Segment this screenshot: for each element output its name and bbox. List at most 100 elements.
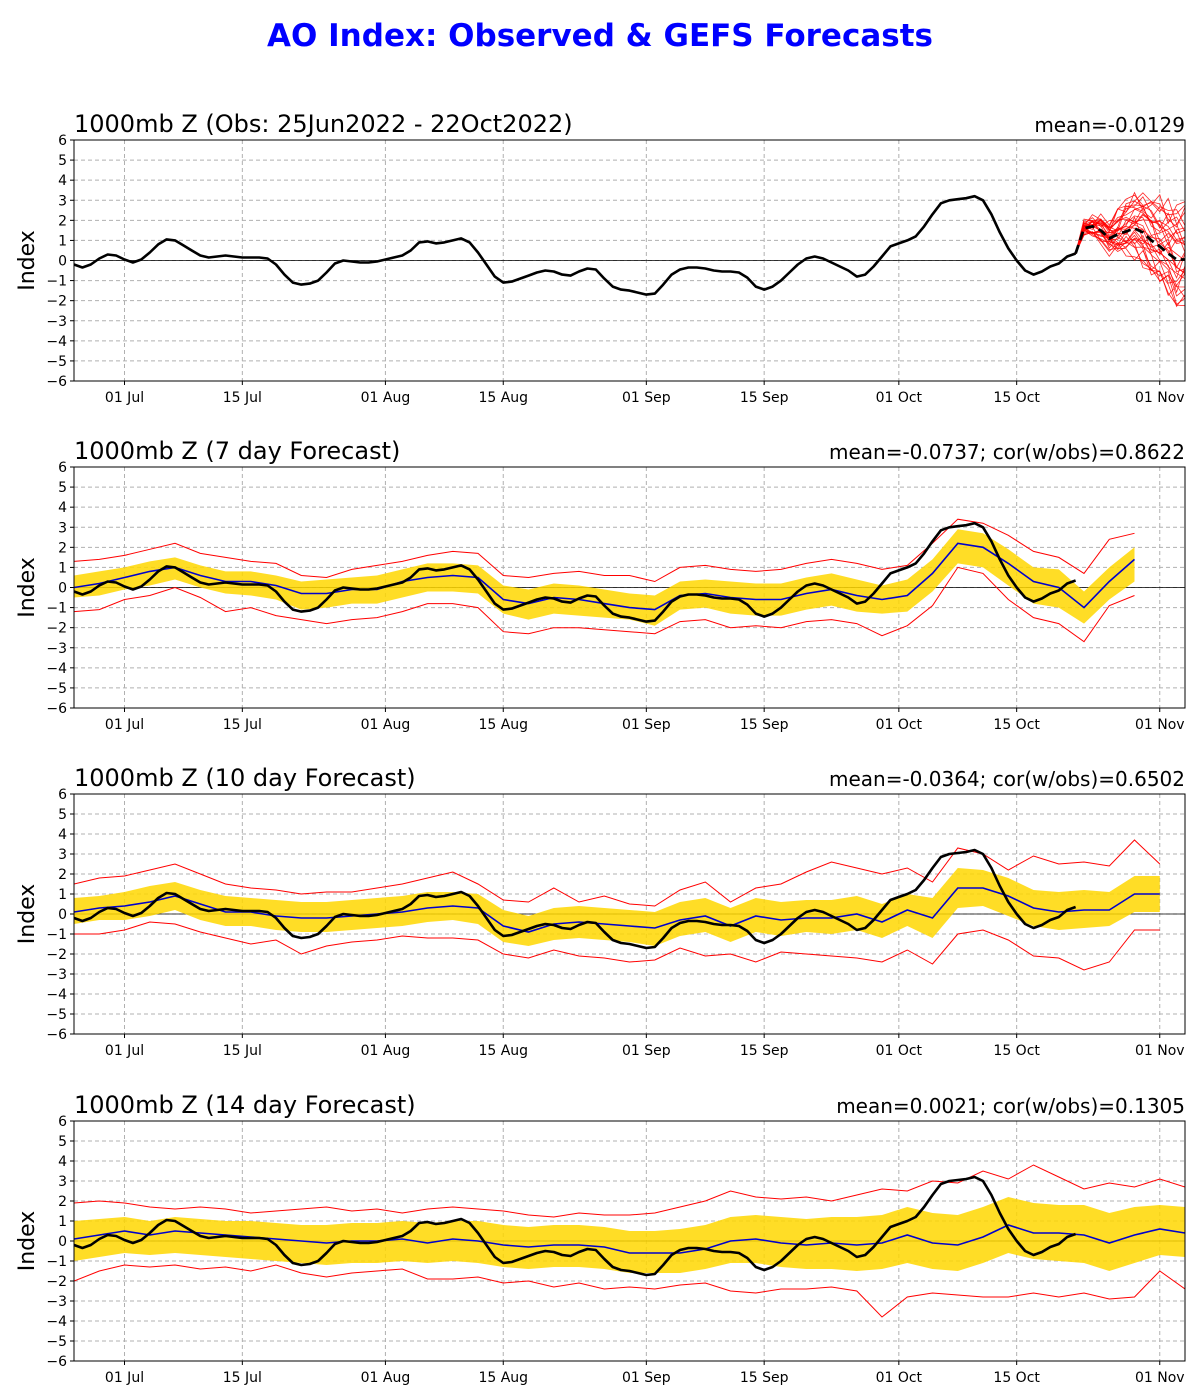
ensemble-member-line [1075,229,1185,308]
x-tick-label: 15 Jul [223,1370,262,1386]
y-tick-label: −3 [46,314,67,330]
y-tick-label: −1 [46,274,67,290]
x-tick-label: 01 Nov [1135,1370,1185,1386]
y-tick-label: −4 [46,1314,67,1330]
y-tick-label: 3 [58,1174,67,1190]
spread-band [74,868,1160,946]
y-tick-label: −1 [46,601,67,617]
x-tick-label: 15 Oct [993,1043,1040,1059]
y-tick-label: −2 [46,294,67,310]
x-tick-label: 01 Nov [1135,1043,1185,1059]
x-tick-label: 01 Nov [1135,717,1185,733]
y-axis-label: Index [15,557,40,618]
y-tick-label: −4 [46,334,67,350]
x-tick-label: 15 Oct [993,1370,1040,1386]
y-tick-label: 2 [58,867,67,883]
y-tick-label: 1 [58,1214,67,1230]
panel-stats: mean=-0.0737; cor(w/obs)=0.8622 [829,440,1185,464]
x-tick-label: 01 Oct [876,1043,923,1059]
spread-band [74,529,1135,626]
x-tick-label: 01 Nov [1135,390,1185,406]
y-axis-label: Index [15,884,40,945]
x-tick-label: 15 Jul [223,1043,262,1059]
ensemble-min-line [74,566,1135,643]
y-tick-label: −4 [46,987,67,1003]
observed-line [74,521,1077,623]
y-tick-label: −6 [46,701,67,717]
ensemble-max-line [74,1164,1185,1218]
x-tick-label: 15 Sep [740,1043,789,1059]
x-tick-label: 15 Aug [478,390,528,406]
x-tick-label: 15 Oct [993,390,1040,406]
y-tick-label: 1 [58,560,67,576]
y-tick-label: 4 [58,500,67,516]
y-tick-label: −6 [46,1354,67,1370]
y-tick-label: 5 [58,807,67,823]
plot-area [74,839,1161,971]
ensemble-max-line [74,518,1135,583]
ensemble-member-line [1075,191,1185,254]
x-tick-label: 01 Oct [876,717,923,733]
forecast-mean-dashed-line [1074,224,1185,261]
y-tick-label: 3 [58,847,67,863]
x-tick-label: 15 Aug [478,1043,528,1059]
plot-area [74,1164,1185,1318]
y-tick-label: −2 [46,947,67,963]
panel-4: 6 5 4 3 2 1 0 −1 −2 −3 −4 −5 −6 01 Jul 15 Jul 01 Aug 15 … [15,1091,1186,1386]
x-tick-label: 15 Sep [740,390,789,406]
x-tick-label: 01 Sep [622,1370,671,1386]
panel-2: 6 5 4 3 2 1 0 −1 −2 −3 −4 −5 −6 01 Jul 15 Jul 01 Aug 15 … [15,437,1186,733]
x-tick-label: 01 Jul [105,1043,144,1059]
y-tick-label: 6 [58,787,67,803]
ensemble-member-line [1075,205,1185,254]
y-tick-label: −3 [46,967,67,983]
y-tick-label: 4 [58,173,67,189]
x-tick-label: 01 Aug [361,1370,411,1386]
y-tick-label: 2 [58,213,67,229]
y-tick-label: 3 [58,520,67,536]
panel-stats: mean=-0.0364; cor(w/obs)=0.6502 [829,767,1185,791]
x-tick-label: 01 Jul [105,717,144,733]
y-tick-label: −2 [46,621,67,637]
panel-title: 1000mb Z (Obs: 25Jun2022 - 22Oct2022) [74,110,573,138]
ensemble-member-line [1075,225,1185,297]
x-tick-label: 01 Oct [876,390,923,406]
y-tick-label: 0 [58,581,67,597]
ensemble-member-line [1075,196,1185,254]
x-tick-label: 01 Aug [361,390,411,406]
ensemble-member-line [1075,227,1185,306]
x-tick-label: 01 Sep [622,1043,671,1059]
ensemble-mean-line [74,887,1160,933]
y-tick-label: 5 [58,1134,67,1150]
y-tick-label: 3 [58,193,67,209]
y-tick-label: 6 [58,133,67,149]
observed-line [74,194,1077,296]
y-axis-label: Index [15,230,40,291]
y-tick-label: 6 [58,1114,67,1130]
plot-area [74,518,1136,643]
panel-stats: mean=0.0021; cor(w/obs)=0.1305 [836,1094,1185,1118]
ensemble-member-line [1075,228,1185,274]
panel-stats: mean=-0.0129 [1034,113,1185,137]
y-tick-label: 2 [58,1194,67,1210]
y-tick-label: −5 [46,1334,67,1350]
y-tick-label: 5 [58,153,67,169]
observed-line [74,848,1077,950]
x-tick-label: 15 Jul [223,390,262,406]
y-tick-label: 1 [58,887,67,903]
x-tick-label: 15 Aug [478,1370,528,1386]
y-tick-label: 5 [58,480,67,496]
x-tick-label: 01 Sep [622,717,671,733]
y-tick-label: 1 [58,233,67,249]
spread-band [74,1197,1185,1273]
y-tick-label: −5 [46,1007,67,1023]
plot-area [74,191,1185,308]
y-tick-label: 4 [58,1154,67,1170]
y-tick-label: −3 [46,1294,67,1310]
x-tick-label: 01 Aug [361,717,411,733]
x-tick-label: 01 Aug [361,1043,411,1059]
x-tick-label: 15 Jul [223,717,262,733]
y-tick-label: −6 [46,374,67,390]
page-title: AO Index: Observed & GEFS Forecasts [267,18,933,54]
